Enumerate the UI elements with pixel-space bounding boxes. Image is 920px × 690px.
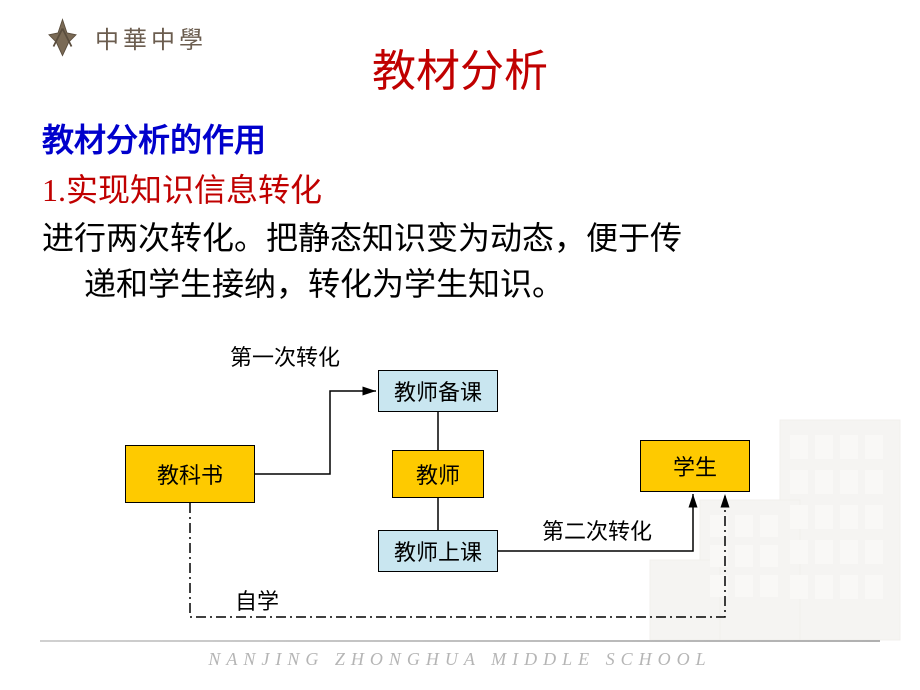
item-heading: 1.实现知识信息转化 <box>42 165 322 211</box>
flowchart-diagram: 教科书 教师备课 教师 教师上课 学生 第一次转化 第二次转化 自学 <box>0 340 920 620</box>
body-line-2: 递和学生接纳，转化为学生知识。 <box>42 261 860 307</box>
node-teacher: 教师 <box>392 450 484 498</box>
section-heading: 教材分析的作用 <box>42 115 266 161</box>
body-line-1: 进行两次转化。把静态知识变为动态，便于传 <box>42 220 682 256</box>
footer-divider <box>40 640 880 642</box>
label-first-transform: 第一次转化 <box>230 340 340 372</box>
school-logo-icon <box>40 15 85 60</box>
label-selfstudy: 自学 <box>235 584 279 616</box>
node-student: 学生 <box>640 440 750 492</box>
page-title: 教材分析 <box>372 35 548 99</box>
node-class: 教师上课 <box>378 530 498 572</box>
edge-textbook-prep <box>255 391 376 474</box>
school-name-text: 中華中學 <box>95 20 207 55</box>
footer-school-text: NANJING ZHONGHUA MIDDLE SCHOOL <box>0 649 920 670</box>
body-paragraph: 进行两次转化。把静态知识变为动态，便于传 递和学生接纳，转化为学生知识。 <box>42 215 860 308</box>
node-textbook: 教科书 <box>125 445 255 503</box>
header-logo-area: 中華中學 <box>40 15 207 60</box>
label-second-transform: 第二次转化 <box>542 514 652 546</box>
node-prep: 教师备课 <box>378 370 498 412</box>
